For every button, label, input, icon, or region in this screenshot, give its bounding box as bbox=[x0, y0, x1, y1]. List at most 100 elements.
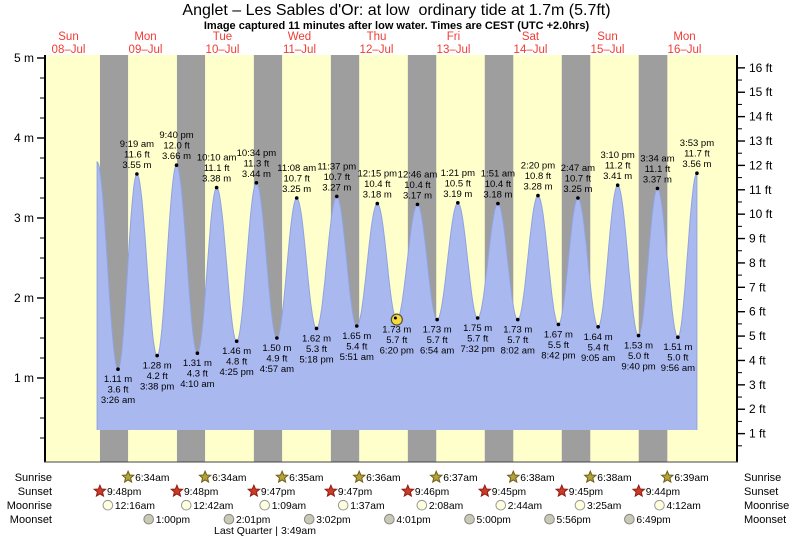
day-date-label: 11–Jul bbox=[283, 44, 316, 56]
high-tide-feet: 10.7 ft bbox=[283, 174, 310, 185]
low-tide-dot bbox=[475, 316, 480, 320]
moonrise-time: 12:42am bbox=[193, 501, 233, 512]
sunset-time: 9:47pm bbox=[261, 487, 295, 498]
high-tide-meters: 3.56 m bbox=[682, 159, 711, 170]
low-tide-dot bbox=[596, 325, 600, 329]
high-tide-meters: 3.37 m bbox=[643, 174, 672, 185]
moonset-icon bbox=[223, 513, 235, 525]
left-axis-label: 3 m bbox=[14, 211, 34, 225]
low-tide-dot bbox=[556, 322, 561, 327]
moonrise-icon bbox=[654, 499, 665, 511]
low-tide-feet: 5.5 ft bbox=[548, 340, 569, 351]
high-tide-meters: 3.17 m bbox=[403, 190, 432, 201]
high-tide-time: 3:34 am bbox=[640, 153, 674, 164]
high-tide-dot bbox=[496, 201, 500, 206]
moonrise-icon bbox=[259, 499, 270, 511]
low-tide-feet: 5.3 ft bbox=[306, 344, 327, 355]
sunrise-row-label-right: Sunrise bbox=[744, 472, 781, 484]
day-date-label: 14–Jul bbox=[514, 44, 548, 56]
moonset-icon bbox=[384, 513, 395, 525]
high-tide-dot bbox=[456, 201, 460, 205]
moonset-time: 5:00pm bbox=[477, 515, 511, 526]
high-tide-time: 2:20 pm bbox=[521, 161, 555, 172]
right-axis-label: 15 ft bbox=[749, 85, 773, 99]
high-tide-meters: 3.55 m bbox=[122, 160, 151, 171]
day-date-label: 08–Jul bbox=[52, 44, 86, 56]
low-tide-meters: 1.11 m bbox=[104, 374, 132, 385]
low-tide-dot bbox=[155, 353, 159, 358]
moonset-time: 3:02pm bbox=[316, 515, 350, 526]
moon-phase-label: Last Quarter | 3:49am bbox=[214, 525, 316, 537]
low-tide-meters: 1.75 m bbox=[463, 323, 492, 334]
right-axis-label: 9 ft bbox=[749, 232, 766, 246]
sunrise-time: 6:38am bbox=[597, 473, 631, 484]
high-tide-meters: 3.27 m bbox=[322, 182, 351, 193]
moonset-row-label-left: Moonset bbox=[10, 514, 52, 526]
sunrise-time: 6:35am bbox=[289, 473, 323, 484]
right-axis-label: 8 ft bbox=[749, 256, 766, 270]
high-tide-dot bbox=[174, 163, 179, 167]
low-tide-dot bbox=[636, 333, 641, 338]
low-tide-dot bbox=[435, 317, 439, 322]
sunset-row-label-right: Sunset bbox=[744, 486, 778, 498]
high-tide-time: 11:08 am bbox=[277, 163, 316, 174]
sunrise-time: 6:36am bbox=[366, 473, 400, 484]
high-tide-feet: 10.4 ft bbox=[485, 179, 512, 190]
sunset-time: 9:46pm bbox=[415, 487, 449, 498]
sunset-time: 9:48pm bbox=[184, 487, 218, 498]
low-tide-time: 9:05 am bbox=[581, 353, 615, 364]
high-tide-time: 9:40 pm bbox=[159, 130, 193, 141]
day-name-label: Mon bbox=[134, 31, 156, 43]
low-tide-time: 4:10 am bbox=[180, 379, 214, 390]
high-tide-feet: 11.3 ft bbox=[244, 158, 270, 169]
left-axis-label: 5 m bbox=[14, 51, 34, 65]
high-tide-feet: 11.1 ft bbox=[645, 164, 671, 175]
moonrise-time: 3:25am bbox=[587, 501, 621, 512]
high-tide-time: 10:34 pm bbox=[237, 148, 277, 159]
sunset-time: 9:44pm bbox=[646, 487, 680, 498]
sunrise-icon bbox=[275, 469, 290, 484]
day-name-label: Sun bbox=[597, 31, 617, 43]
high-tide-time: 9:19 am bbox=[120, 139, 154, 150]
high-tide-time: 3:10 pm bbox=[601, 150, 635, 161]
moonset-icon bbox=[143, 513, 155, 525]
low-tide-feet: 4.2 ft bbox=[147, 371, 168, 382]
left-axis-label: 1 m bbox=[14, 371, 34, 385]
right-axis-label: 5 ft bbox=[749, 329, 766, 343]
high-tide-dot bbox=[655, 186, 660, 191]
sunset-time: 9:45pm bbox=[569, 487, 603, 498]
sunrise-icon bbox=[583, 469, 598, 484]
low-tide-feet: 5.4 ft bbox=[588, 342, 609, 353]
low-tide-feet: 5.7 ft bbox=[507, 335, 528, 346]
right-axis-label: 7 ft bbox=[749, 280, 766, 294]
sunrise-icon bbox=[198, 469, 213, 484]
high-tide-dot bbox=[576, 196, 580, 200]
sunset-row-label-left: Sunset bbox=[18, 486, 52, 498]
low-tide-meters: 1.46 m bbox=[222, 346, 251, 357]
low-tide-feet: 5.7 ft bbox=[467, 334, 488, 345]
sunset-time: 9:47pm bbox=[338, 487, 372, 498]
high-tide-feet: 10.7 ft bbox=[565, 174, 592, 185]
moonset-time: 2:01pm bbox=[236, 515, 270, 526]
low-tide-time: 9:40 pm bbox=[621, 362, 655, 373]
high-tide-meters: 3.44 m bbox=[242, 169, 271, 180]
low-tide-meters: 1.50 m bbox=[262, 343, 291, 354]
right-axis-label: 14 ft bbox=[749, 110, 773, 124]
high-tide-meters: 3.18 m bbox=[363, 190, 392, 201]
sunset-icon bbox=[246, 483, 261, 498]
day-name-label: Tue bbox=[213, 31, 232, 43]
high-tide-feet: 10.4 ft bbox=[404, 180, 431, 191]
low-tide-dot bbox=[515, 317, 520, 322]
high-tide-meters: 3.38 m bbox=[202, 174, 231, 185]
sunset-time: 9:48pm bbox=[107, 487, 141, 498]
low-tide-feet: 5.7 ft bbox=[386, 335, 407, 346]
sunrise-time: 6:34am bbox=[135, 473, 169, 484]
high-tide-feet: 12.0 ft bbox=[163, 141, 190, 152]
sunrise-time: 6:37am bbox=[443, 473, 477, 484]
low-tide-dot bbox=[354, 324, 359, 328]
high-tide-dot bbox=[214, 185, 219, 190]
tide-area bbox=[97, 162, 697, 430]
high-tide-time: 2:47 am bbox=[561, 163, 595, 174]
moonrise-icon bbox=[574, 499, 586, 511]
moonset-icon bbox=[464, 513, 475, 525]
